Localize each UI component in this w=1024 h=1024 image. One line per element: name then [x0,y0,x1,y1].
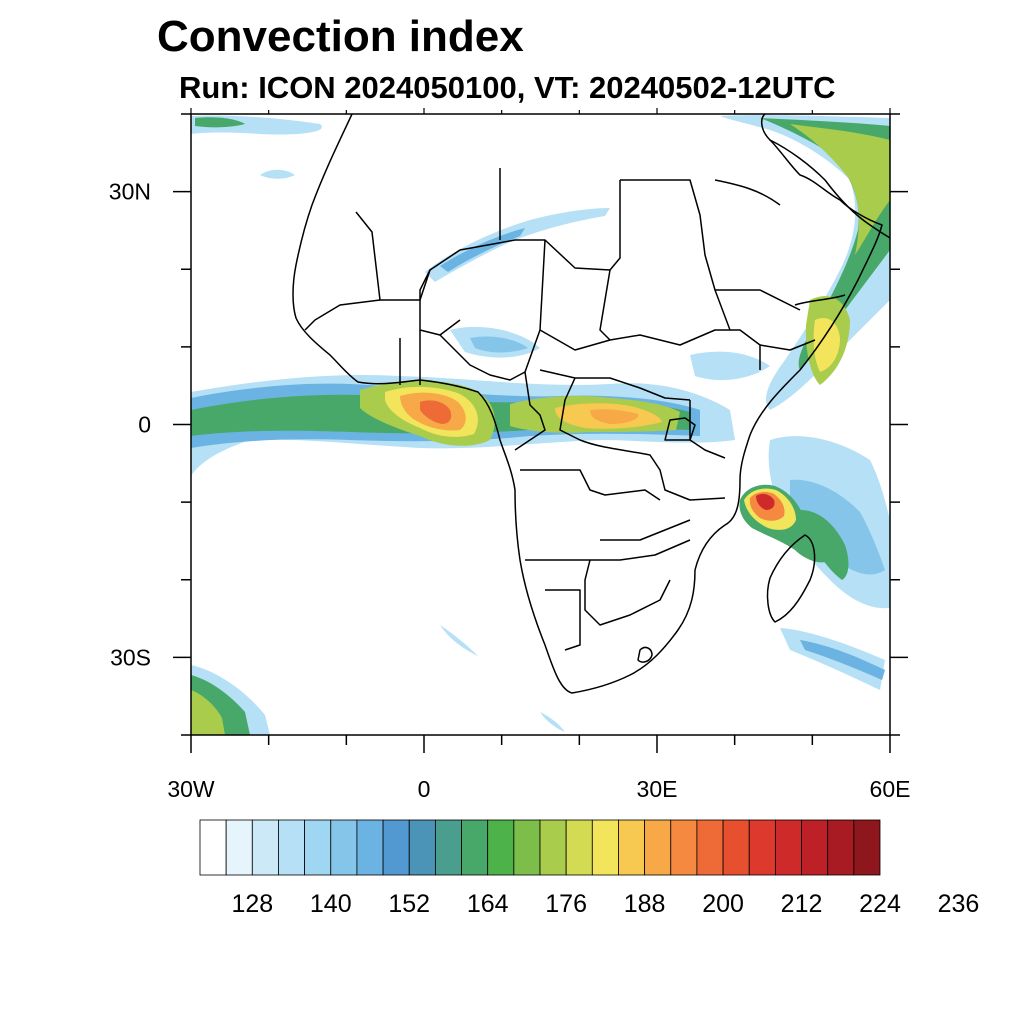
colorbar-box [853,819,881,876]
colorbar-label: 212 [781,890,823,918]
colorbar-box [199,819,227,876]
colorbar-label: 140 [310,890,352,918]
colorbar-box [696,819,724,876]
axis-ticks [173,108,908,753]
coastlines-borders [292,114,890,694]
y-tick-label: 30N [109,179,151,205]
page-title: Convection index [157,12,524,61]
colorbar-box [461,819,489,876]
colorbar-label: 224 [859,890,901,918]
colorbar-box [670,819,698,876]
x-tick-label: 30E [637,776,678,802]
colorbar: 128 140 152 164 176 188 200 212 224 236 [199,819,980,918]
colorbar-label: 176 [545,890,587,918]
colorbar-box [591,819,619,876]
colorbar-box [487,819,515,876]
colorbar-label: 128 [231,890,273,918]
colorbar-box [539,819,567,876]
colorbar-label: 164 [467,890,509,918]
colorbar-box [356,819,384,876]
colorbar-box [304,819,332,876]
colorbar-box [774,819,802,876]
colorbar-box [278,819,306,876]
colorbar-box [618,819,646,876]
run-subtitle: Run: ICON 2024050100, VT: 20240502-12UTC [179,70,836,105]
colorbar-box [382,819,410,876]
colorbar-label: 236 [938,890,980,918]
x-tick-label: 60E [870,776,911,802]
x-tick-label: 0 [418,776,431,802]
colorbar-box [330,819,358,876]
colorbar-box [722,819,750,876]
colorbar-label: 152 [388,890,430,918]
colorbar-label: 188 [624,890,666,918]
colorbar-label: 200 [702,890,744,918]
colorbar-box [748,819,776,876]
colorbar-box [513,819,541,876]
colorbar-box [644,819,672,876]
colorbar-box [801,819,829,876]
colorbar-box [408,819,436,876]
colorbar-box [565,819,593,876]
axis-tick-labels: 30W 0 30E 60E 30N 0 30S [109,179,911,802]
colorbar-box [434,819,462,876]
y-tick-label: 30S [110,644,151,670]
colorbar-box [251,819,279,876]
convection-field [191,115,890,735]
y-tick-label: 0 [138,412,151,438]
colorbar-box [827,819,855,876]
colorbar-box [225,819,253,876]
x-tick-label: 30W [167,776,215,802]
